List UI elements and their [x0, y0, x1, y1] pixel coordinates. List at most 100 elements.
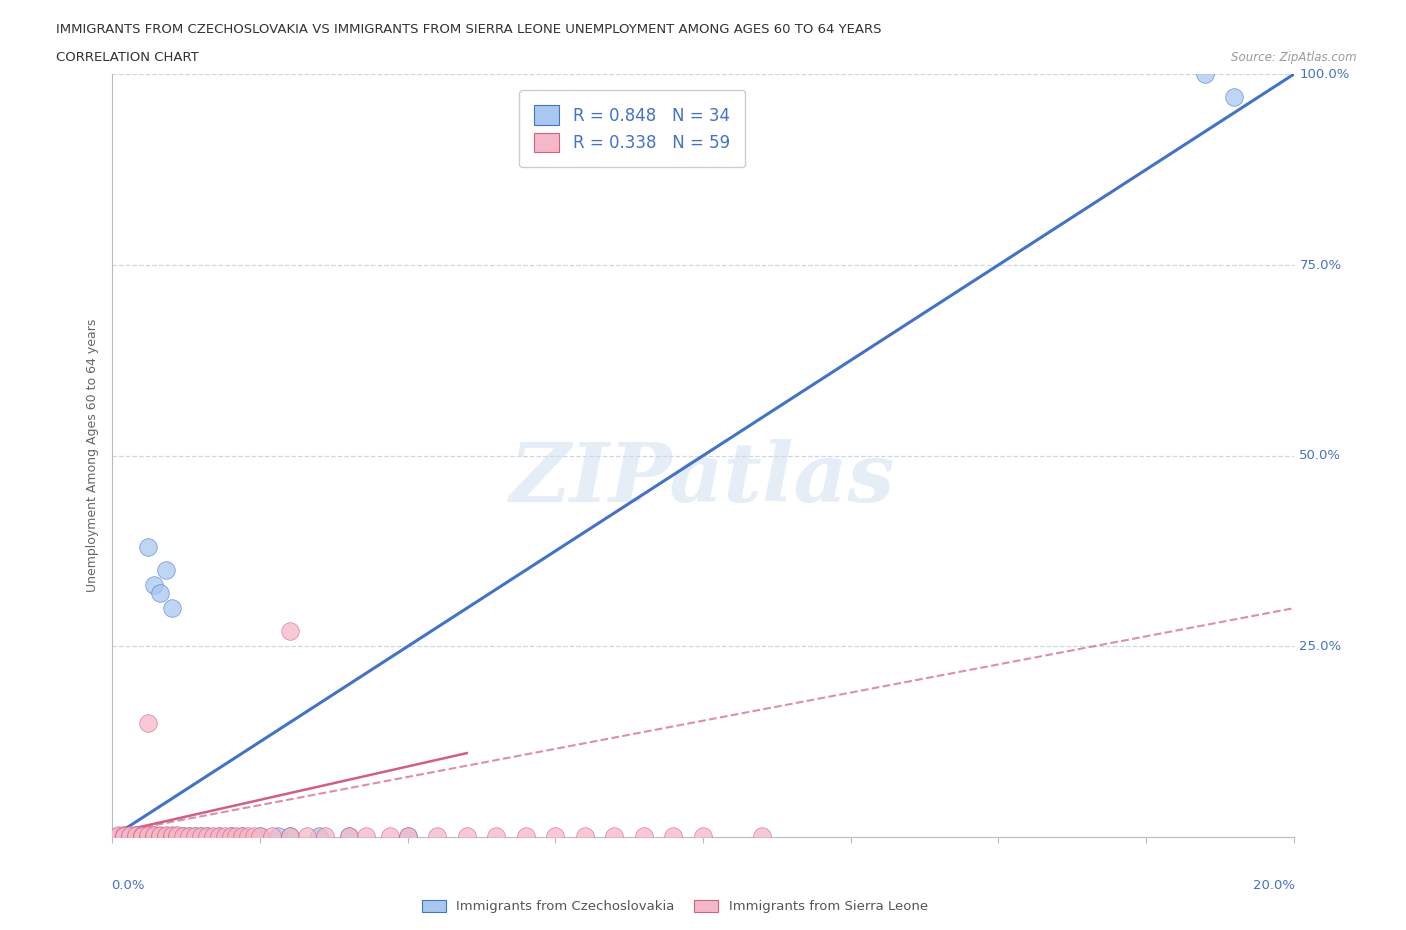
- Point: [603, 829, 626, 844]
- Point: [184, 829, 207, 844]
- Text: IMMIGRANTS FROM CZECHOSLOVAKIA VS IMMIGRANTS FROM SIERRA LEONE UNEMPLOYMENT AMON: IMMIGRANTS FROM CZECHOSLOVAKIA VS IMMIGR…: [56, 23, 882, 36]
- Point: [249, 829, 271, 844]
- Point: [166, 829, 188, 844]
- Point: [136, 715, 159, 730]
- Point: [426, 829, 449, 844]
- Text: Source: ZipAtlas.com: Source: ZipAtlas.com: [1232, 51, 1357, 64]
- Text: 25.0%: 25.0%: [1299, 640, 1341, 653]
- Text: 0.0%: 0.0%: [111, 879, 145, 892]
- Point: [112, 828, 135, 843]
- Point: [155, 563, 177, 578]
- Legend: Immigrants from Czechoslovakia, Immigrants from Sierra Leone: Immigrants from Czechoslovakia, Immigran…: [416, 895, 934, 919]
- Point: [131, 828, 153, 843]
- Point: [160, 601, 183, 616]
- Point: [1223, 90, 1246, 105]
- Point: [337, 829, 360, 844]
- Point: [278, 829, 301, 844]
- Point: [142, 578, 165, 592]
- Point: [172, 829, 194, 844]
- Text: CORRELATION CHART: CORRELATION CHART: [56, 51, 200, 64]
- Point: [190, 829, 212, 844]
- Point: [131, 829, 153, 844]
- Point: [107, 829, 129, 844]
- Point: [142, 829, 165, 844]
- Point: [112, 828, 135, 843]
- Point: [125, 829, 148, 844]
- Text: 50.0%: 50.0%: [1299, 449, 1341, 462]
- Point: [260, 829, 283, 844]
- Point: [155, 829, 177, 844]
- Point: [149, 829, 172, 844]
- Y-axis label: Unemployment Among Ages 60 to 64 years: Unemployment Among Ages 60 to 64 years: [86, 319, 100, 592]
- Point: [249, 829, 271, 844]
- Point: [692, 829, 714, 844]
- Point: [243, 829, 266, 844]
- Point: [125, 829, 148, 844]
- Point: [633, 829, 655, 844]
- Text: 20.0%: 20.0%: [1253, 879, 1295, 892]
- Point: [337, 829, 360, 844]
- Point: [231, 829, 253, 844]
- Text: 100.0%: 100.0%: [1299, 68, 1350, 81]
- Point: [208, 829, 231, 844]
- Legend: R = 0.848   N = 34, R = 0.338   N = 59: R = 0.848 N = 34, R = 0.338 N = 59: [519, 90, 745, 167]
- Point: [179, 829, 201, 844]
- Point: [219, 829, 242, 844]
- Point: [131, 829, 153, 844]
- Point: [751, 829, 773, 844]
- Point: [278, 829, 301, 844]
- Point: [297, 829, 319, 844]
- Point: [107, 829, 129, 844]
- Point: [356, 829, 378, 844]
- Point: [314, 829, 336, 844]
- Point: [179, 829, 201, 844]
- Point: [120, 829, 142, 844]
- Point: [214, 829, 236, 844]
- Point: [515, 829, 537, 844]
- Point: [225, 829, 247, 844]
- Point: [278, 624, 301, 639]
- Point: [238, 829, 260, 844]
- Point: [142, 828, 165, 843]
- Point: [574, 829, 596, 844]
- Point: [160, 829, 183, 844]
- Point: [172, 829, 194, 844]
- Point: [160, 829, 183, 844]
- Point: [219, 829, 242, 844]
- Point: [231, 829, 253, 844]
- Point: [136, 829, 159, 844]
- Point: [149, 586, 172, 601]
- Point: [208, 829, 231, 844]
- Point: [662, 829, 685, 844]
- Point: [1194, 67, 1216, 82]
- Point: [195, 829, 218, 844]
- Point: [396, 829, 419, 844]
- Point: [142, 828, 165, 843]
- Point: [136, 828, 159, 843]
- Point: [136, 539, 159, 554]
- Point: [190, 829, 212, 844]
- Point: [120, 829, 142, 844]
- Text: 75.0%: 75.0%: [1299, 259, 1341, 272]
- Point: [160, 828, 183, 843]
- Point: [107, 828, 129, 843]
- Point: [166, 828, 188, 843]
- Text: ZIPatlas: ZIPatlas: [510, 439, 896, 519]
- Point: [485, 829, 508, 844]
- Point: [112, 829, 135, 844]
- Point: [155, 828, 177, 843]
- Point: [184, 829, 207, 844]
- Point: [112, 829, 135, 844]
- Point: [131, 828, 153, 843]
- Point: [136, 829, 159, 844]
- Point: [149, 828, 172, 843]
- Point: [166, 829, 188, 844]
- Point: [125, 828, 148, 843]
- Point: [456, 829, 478, 844]
- Point: [201, 829, 224, 844]
- Point: [308, 829, 330, 844]
- Point: [378, 829, 401, 844]
- Point: [120, 828, 142, 843]
- Point: [267, 829, 290, 844]
- Point: [396, 829, 419, 844]
